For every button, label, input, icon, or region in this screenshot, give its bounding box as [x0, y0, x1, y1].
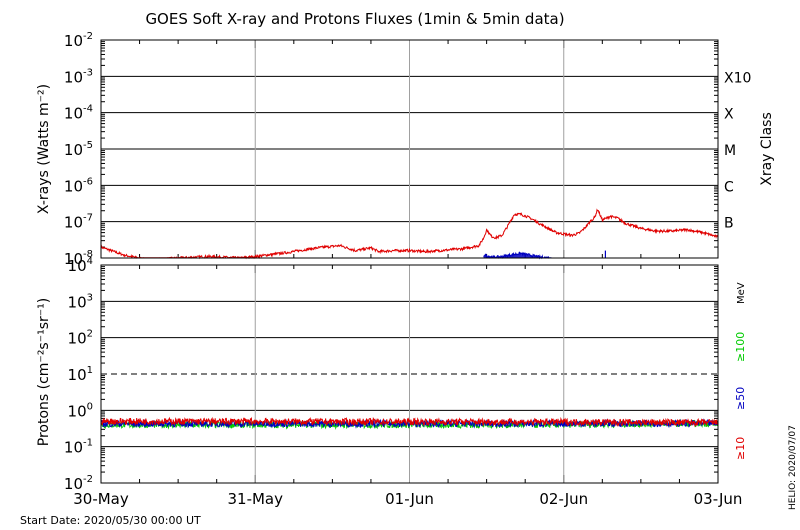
p-y-tick-label: 100	[68, 401, 93, 420]
xray-y-axis-label: X-rays (Watts m⁻²)	[36, 84, 52, 214]
legend-unit-mev: MeV	[736, 282, 747, 304]
proton-y-tick-labels: 104 103 102 101 100 10-1 10-2	[64, 256, 93, 493]
xray-day-lines	[254, 40, 565, 258]
helio-date-label: HELIO: 2020/07/07	[788, 425, 798, 510]
xray-frame	[100, 39, 719, 259]
x-tick-label: 02-Jun	[539, 490, 588, 508]
xray-class-label: X10	[724, 70, 751, 86]
legend-entry-ge10: ≥10	[734, 437, 747, 460]
xray-y-tick-label: 10-6	[64, 176, 93, 195]
proton-series-line-ge10	[100, 416, 719, 428]
x-tick-label: 31-May	[227, 490, 283, 508]
proton-series-group	[100, 416, 719, 430]
chart-title: GOES Soft X-ray and Protons Fluxes (1min…	[145, 10, 564, 28]
x-axis-tick-labels: 30-May 31-May 01-Jun 02-Jun 03-Jun	[73, 490, 742, 508]
proton-series-line-ge50	[100, 418, 719, 429]
xray-y-tick-label: 10-8	[64, 249, 93, 268]
xray-y-tick-label: 10-3	[64, 67, 93, 86]
xray-class-label: B	[724, 216, 734, 232]
p-y-tick-label: 104	[68, 256, 93, 275]
x-tick-label: 30-May	[73, 490, 129, 508]
x-tick-label: 03-Jun	[694, 490, 743, 508]
p-y-tick-label: 102	[68, 329, 93, 348]
proton-legend: MeV ≥100 ≥50 ≥10	[734, 282, 747, 460]
proton-frame	[100, 264, 719, 484]
xray-short-series-fill	[483, 252, 552, 258]
xray-class-labels: X10 X M C B	[724, 70, 751, 231]
xray-class-label: C	[724, 179, 734, 195]
xray-class-label: X	[724, 107, 734, 123]
p-y-tick-label: 101	[68, 365, 93, 384]
x-tick-label: 01-Jun	[385, 490, 434, 508]
xray-y-tick-label: 10-7	[64, 213, 93, 232]
xray-y-tick-label: 10-4	[64, 104, 93, 123]
legend-entry-ge50: ≥50	[734, 387, 747, 410]
xray-panel: 10-2 10-3 10-4 10-5 10-6 10-7 10-8 X10 X M C B X-r…	[36, 31, 775, 268]
legend-entry-ge100: ≥100	[734, 332, 747, 362]
xray-class-label: M	[724, 143, 736, 159]
xray-y-tick-label: 10-5	[64, 140, 93, 159]
proton-gridlines	[100, 265, 719, 483]
proton-day-lines	[254, 265, 565, 483]
proton-panel: 104 103 102 101 100 10-1 10-2 MeV ≥100 ≥50 ≥10 Pr…	[36, 256, 747, 493]
xray-y-tick-label: 10-2	[64, 31, 93, 50]
p-y-tick-label: 10-2	[64, 474, 93, 493]
xray-y-tick-labels: 10-2 10-3 10-4 10-5 10-6 10-7 10-8	[64, 31, 93, 268]
start-date-label: Start Date: 2020/05/30 00:00 UT	[20, 514, 201, 527]
proton-y-axis-label: Protons (cm⁻²s⁻¹sr⁻¹)	[36, 298, 52, 447]
p-y-tick-label: 10-1	[64, 438, 93, 457]
xray-class-axis-title: Xray Class	[759, 112, 775, 186]
p-y-tick-label: 103	[68, 292, 93, 311]
